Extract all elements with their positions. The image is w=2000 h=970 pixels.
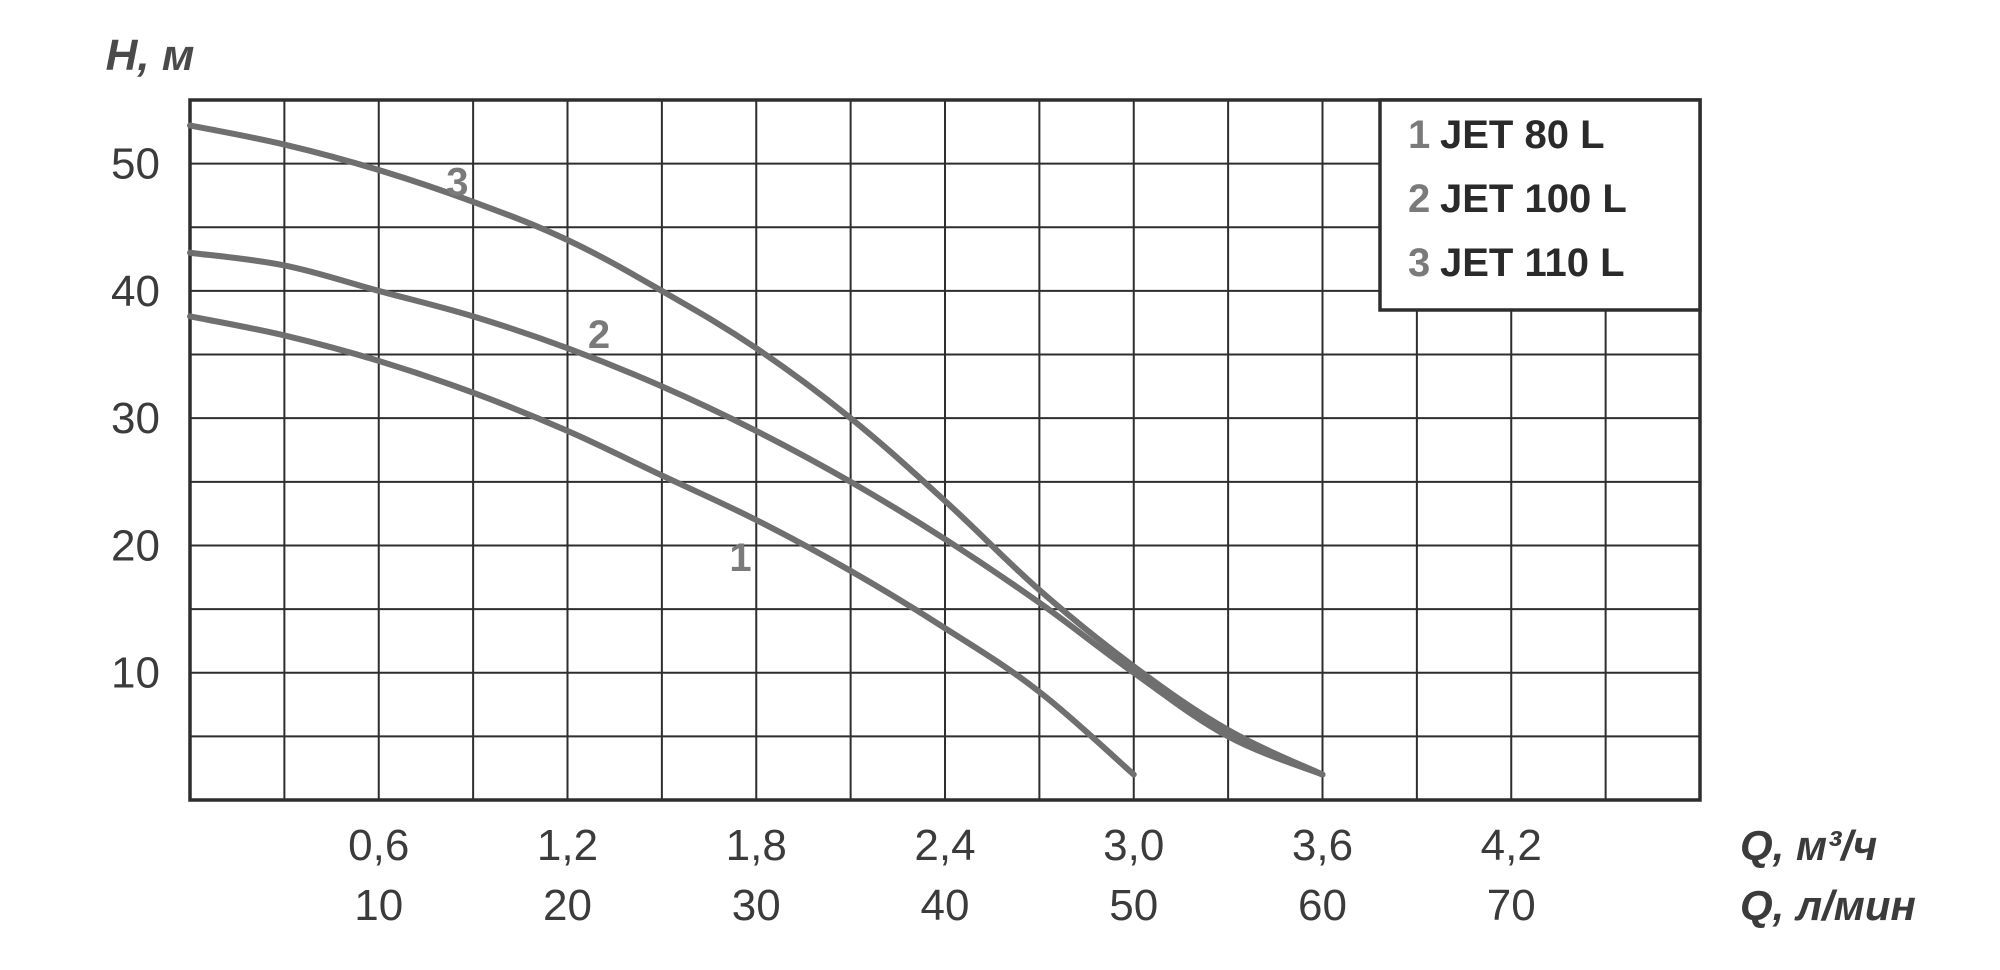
x-tick-label-m3h: 0,6 — [348, 821, 409, 870]
x-tick-label-lmin: 20 — [543, 881, 592, 930]
pump-performance-chart: 10 20 30 40 50 Н, м 0,6 10 1,2 20 1,8 30 2,4 40 3,0 50 3… — [0, 0, 2000, 970]
x-tick-label-m3h: 4,2 — [1481, 821, 1542, 870]
legend-idx-1: 1 — [1408, 113, 1430, 157]
x-axis-unit-lmin: Q, л/мин — [1740, 882, 1916, 930]
x-tick-label-m3h: 3,0 — [1103, 821, 1164, 870]
x-tick-label-lmin: 10 — [354, 881, 403, 930]
legend-name-2: JET 100 L — [1440, 177, 1627, 221]
y-tick-label: 50 — [111, 140, 160, 189]
x-axis-unit-m3h: Q, м³/ч — [1740, 822, 1877, 870]
legend-name-3: JET 110 L — [1440, 241, 1625, 285]
y-tick-label: 40 — [111, 267, 160, 316]
x-tick-label-lmin: 40 — [921, 881, 970, 930]
x-tick-label-m3h: 2,4 — [914, 821, 975, 870]
chart-svg: 10 20 30 40 50 Н, м 0,6 10 1,2 20 1,8 30 2,4 40 3,0 50 3… — [0, 0, 2000, 970]
y-tick-label: 10 — [111, 649, 160, 698]
x-tick-label-lmin: 60 — [1298, 881, 1347, 930]
curve-label-1: 1 — [729, 536, 751, 580]
y-axis-title: Н, м — [106, 31, 195, 80]
curve-label-2: 2 — [588, 313, 610, 357]
x-tick-label-m3h: 1,2 — [537, 821, 598, 870]
legend-idx-2: 2 — [1408, 177, 1430, 221]
x-tick-label-m3h: 3,6 — [1292, 821, 1353, 870]
y-tick-label: 20 — [111, 521, 160, 570]
curve-label-3: 3 — [446, 160, 468, 204]
y-tick-label: 30 — [111, 394, 160, 443]
legend-idx-3: 3 — [1408, 241, 1430, 285]
x-tick-label-m3h: 1,8 — [726, 821, 787, 870]
x-tick-label-lmin: 50 — [1109, 881, 1158, 930]
x-tick-label-lmin: 70 — [1487, 881, 1536, 930]
legend-name-1: JET 80 L — [1440, 113, 1605, 157]
x-tick-label-lmin: 30 — [732, 881, 781, 930]
